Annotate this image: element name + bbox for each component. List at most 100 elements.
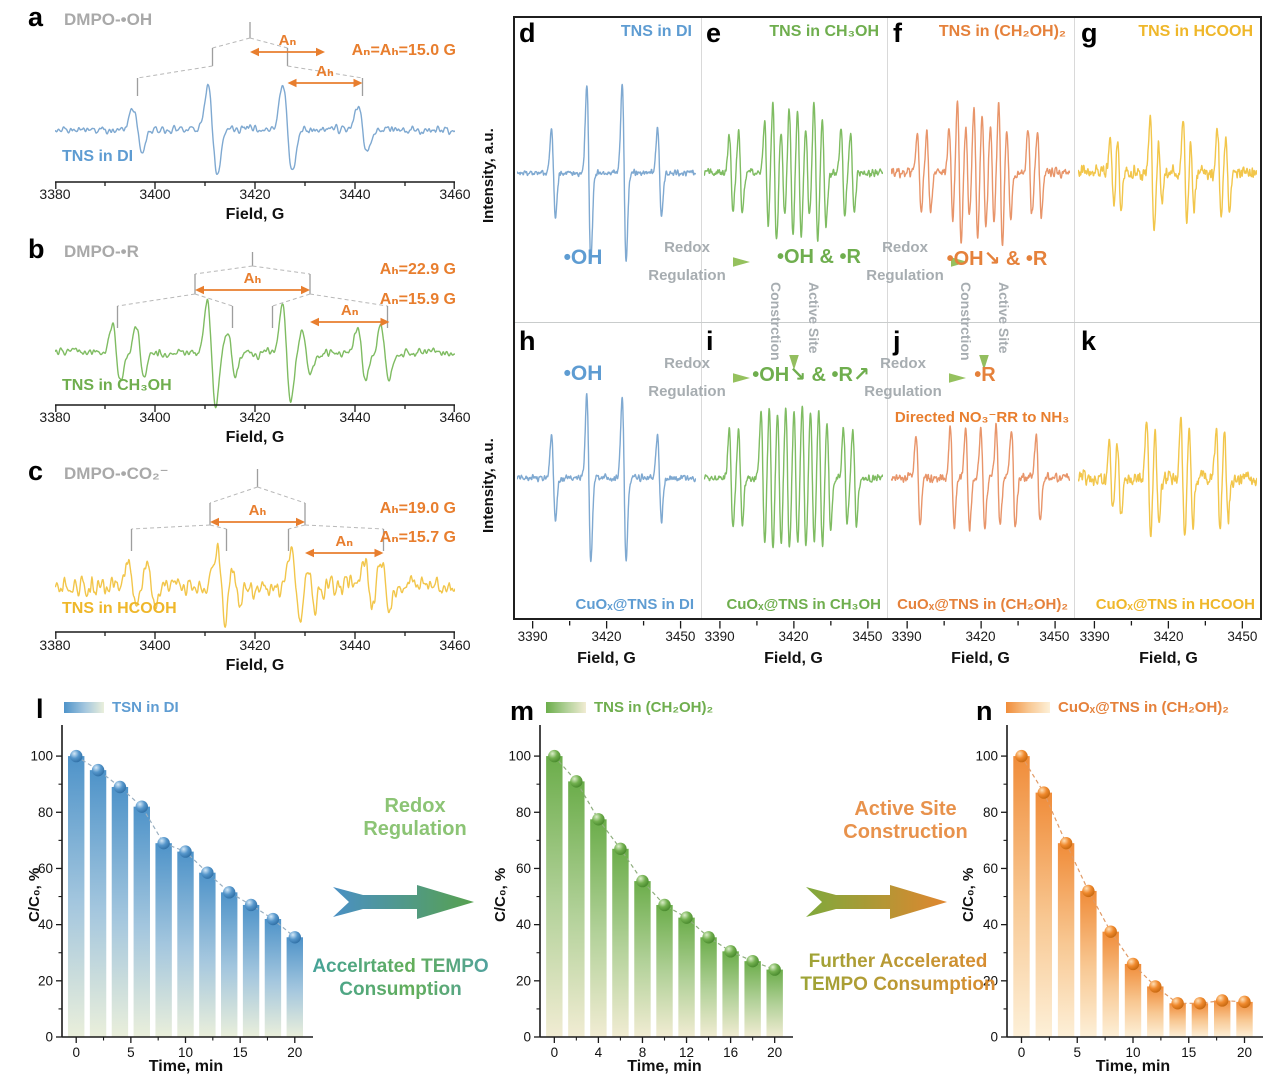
svg-text:16: 16	[723, 1045, 738, 1060]
regulation-label: Regulation	[648, 383, 726, 400]
epr-spectrum-f	[890, 40, 1071, 295]
redox-regulation-arrow-4: Redox Regulation	[838, 356, 968, 400]
svg-text:100: 100	[975, 749, 998, 764]
sample-label-j: CuOₓ@TNS in (CH₂OH)₂	[897, 596, 1068, 613]
svg-text:10: 10	[1125, 1045, 1140, 1060]
svg-text:Aₕ: Aₕ	[316, 63, 334, 80]
svg-text:5: 5	[1073, 1045, 1081, 1060]
panel-letter-d: d	[519, 18, 536, 48]
xaxis-label-l: Time, min	[148, 1058, 224, 1075]
directed-no3rr-note: Directed NO₃⁻RR to NH₃	[894, 409, 1070, 426]
redox-label: Redox	[664, 239, 710, 256]
xaxis-ticks-b: 3380 3400 3420 3440 3460	[39, 409, 471, 425]
panel-letter-k: k	[1081, 326, 1097, 356]
accelerated-tempo-consumption-label: Accelrtated TEMPO Consumption	[293, 955, 508, 1001]
epr-spectrum-h	[516, 345, 697, 600]
epr-spectrum-a: Aₙ Aₕ	[54, 22, 456, 198]
hyperfine-value-c1: Aₕ=19.0 G	[379, 500, 456, 517]
redox-regulation-arrow-1: Redox Regulation	[622, 240, 752, 284]
right-arrow-icon	[622, 256, 752, 268]
species-oh-top: •OH	[563, 246, 603, 269]
svg-text:15: 15	[1181, 1045, 1196, 1060]
epr-spectrum-b: Aₕ Aₙ	[54, 252, 456, 428]
svg-text:20: 20	[287, 1045, 302, 1060]
svg-text:100: 100	[30, 749, 53, 764]
xaxis-label-m: Time, min	[627, 1058, 702, 1075]
xaxis-label-a: Field, G	[225, 206, 285, 223]
svg-text:20: 20	[767, 1045, 782, 1060]
regulation-label: Regulation	[866, 267, 944, 284]
right-arrow-icon	[838, 372, 968, 384]
xaxis-label-c: Field, G	[225, 657, 285, 674]
redox-label: Redox	[882, 239, 928, 256]
grid-divider-1	[701, 18, 702, 618]
epr-spectrum-j	[890, 345, 1071, 600]
legend-swatch-m	[546, 702, 586, 713]
yaxis-label-top-row: Intensity, a.u.	[480, 128, 497, 223]
grid-xticklabels-d: 3390 3420 3450	[517, 629, 696, 644]
grid-xticklabels-e: 3390 3420 3450	[704, 629, 883, 644]
svg-text:60: 60	[983, 861, 998, 876]
xaxis-label-n: Time, min	[1095, 1058, 1171, 1075]
svg-text:40: 40	[38, 917, 53, 932]
panel-d-title: TNS in DI	[620, 23, 692, 40]
big-right-arrow-icon-2	[806, 884, 948, 925]
sample-label-b: TNS in CH₃OH	[62, 377, 172, 394]
epr-spectrum-k	[1077, 345, 1258, 600]
hyperfine-value-b1: Aₕ=22.9 G	[379, 261, 456, 278]
panel-b-title: DMPO-•R	[64, 242, 139, 261]
further-accelerated-line1: Further Accelerated	[808, 951, 988, 972]
panel-c-title: DMPO-•CO₂⁻	[64, 464, 169, 483]
grid-xaxis-label-g: Field, G	[1139, 650, 1198, 667]
sample-label-h: CuOₓ@TNS in DI	[575, 596, 694, 613]
hyperfine-value-a: Aₙ=Aₕ=15.0 G	[351, 42, 456, 59]
panel-letter-n: n	[976, 696, 993, 726]
sample-label-a: TNS in DI	[62, 148, 134, 165]
svg-text:8: 8	[639, 1045, 647, 1060]
svg-text:20: 20	[1237, 1045, 1252, 1060]
down-arrow-icon	[786, 278, 802, 377]
epr-spectrum-g	[1077, 40, 1258, 295]
legend-swatch-n	[1006, 702, 1050, 713]
bar-chart-n: 0 20 40 60 80 100 0 5 10 15 20	[962, 722, 1267, 1067]
active-site-construction-title: Active Site Construction	[818, 798, 993, 844]
sample-label-k: CuOₓ@TNS in HCOOH	[1095, 596, 1255, 613]
svg-text:60: 60	[516, 861, 531, 876]
xaxis-label-b: Field, G	[225, 429, 285, 446]
panel-letter-a: a	[28, 2, 44, 32]
svg-text:Aₕ: Aₕ	[249, 502, 267, 519]
svg-text:80: 80	[516, 805, 531, 820]
redox-regulation-arrow-2: Redox Regulation	[840, 240, 970, 284]
down-arrow-icon	[976, 278, 992, 377]
epr-spectrum-d	[516, 40, 697, 295]
right-arrow-icon	[840, 256, 970, 268]
bar-chart-m: 0 20 40 60 80 100 0 4 8 12 16 20	[495, 722, 797, 1067]
svg-text:20: 20	[38, 973, 53, 988]
redox-label: Redox	[664, 355, 710, 372]
panel-g-title: TNS in HCOOH	[1138, 23, 1253, 40]
grid-xticklabels-g: 3390 3420 3450	[1079, 629, 1258, 644]
grid-divider-horizontal	[515, 322, 1260, 323]
epr-spectrum-i	[703, 345, 884, 600]
legend-label-n: CuOₓ@TNS in (CH₂OH)₂	[1058, 699, 1229, 716]
active-site-vertical-label: Active Site	[996, 282, 1012, 354]
panel-letter-g: g	[1081, 18, 1098, 48]
legend-swatch-l	[64, 702, 104, 713]
sample-label-i: CuOₓ@TNS in CH₃OH	[726, 596, 881, 613]
legend-label-m: TNS in (CH₂OH)₂	[594, 699, 714, 716]
right-arrow-icon	[622, 372, 752, 384]
legend-label-l: TSN in DI	[112, 699, 179, 716]
species-oh-down-r-top: •OH↘ & •R	[946, 248, 1048, 270]
svg-text:15: 15	[233, 1045, 248, 1060]
active-site-line2: Construction	[843, 821, 968, 843]
svg-text:0: 0	[45, 1030, 53, 1045]
hyperfine-value-c2: Aₙ=15.7 G	[379, 529, 456, 546]
species-oh-bottom: •OH	[563, 362, 603, 385]
redox-regulation-arrow-3: Redox Regulation	[622, 356, 752, 400]
species-oh-r-top: •OH & •R	[776, 246, 861, 268]
sample-label-c: TNS in HCOOH	[62, 600, 177, 617]
panel-a-title: DMPO-•OH	[64, 10, 153, 29]
species-oh-r-bottom: •OH↘ & •R↗	[752, 364, 870, 386]
yaxis-label-l: C/C₀, %	[26, 867, 43, 922]
epr-spectrum-e	[703, 40, 884, 295]
